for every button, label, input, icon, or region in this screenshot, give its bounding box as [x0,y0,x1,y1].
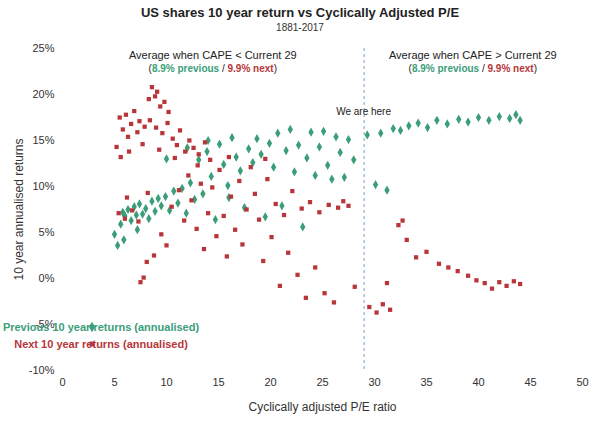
svg-text:0: 0 [59,376,65,388]
svg-text:40: 40 [472,376,484,388]
svg-text:30: 30 [368,376,380,388]
svg-text:We are here: We are here [336,106,391,117]
svg-text:0%: 0% [39,272,55,284]
html-text:US shares 10 year return vs Cy: US shares 10 year return vs Cyclically A… [140,5,460,20]
svg-text:20%: 20% [32,88,54,100]
svg-text:50: 50 [576,376,588,388]
svg-text:Average when CAPE > Current 29: Average when CAPE > Current 29 [389,49,557,61]
svg-text:10%: 10% [32,180,54,192]
svg-text:(8.9% previous / 9.9% next): (8.9% previous / 9.9% next) [149,63,277,74]
svg-text:5: 5 [111,376,117,388]
html-text:1881-2017: 1881-2017 [276,22,324,33]
svg-text:Cyclically adjusted P/E ratio: Cyclically adjusted P/E ratio [248,400,396,414]
svg-text:(8.9% previous / 9.9% next): (8.9% previous / 9.9% next) [409,63,537,74]
svg-text:10 year annualised returns: 10 year annualised returns [12,138,26,280]
svg-text:Previous 10 year returns (annu: Previous 10 year returns (annualised) [3,321,200,333]
svg-text:5%: 5% [39,226,55,238]
svg-text:15%: 15% [32,134,54,146]
svg-text:45: 45 [524,376,536,388]
svg-text:25: 25 [316,376,328,388]
svg-text:Next 10 year returns (annualis: Next 10 year returns (annualised) [14,338,188,350]
svg-text:10: 10 [160,376,172,388]
svg-text:Average when CAPE < Current 29: Average when CAPE < Current 29 [129,49,297,61]
svg-text:25%: 25% [32,42,54,54]
svg-text:15: 15 [212,376,224,388]
svg-text:20: 20 [264,376,276,388]
svg-text:35: 35 [420,376,432,388]
svg-text:-10%: -10% [29,364,55,376]
